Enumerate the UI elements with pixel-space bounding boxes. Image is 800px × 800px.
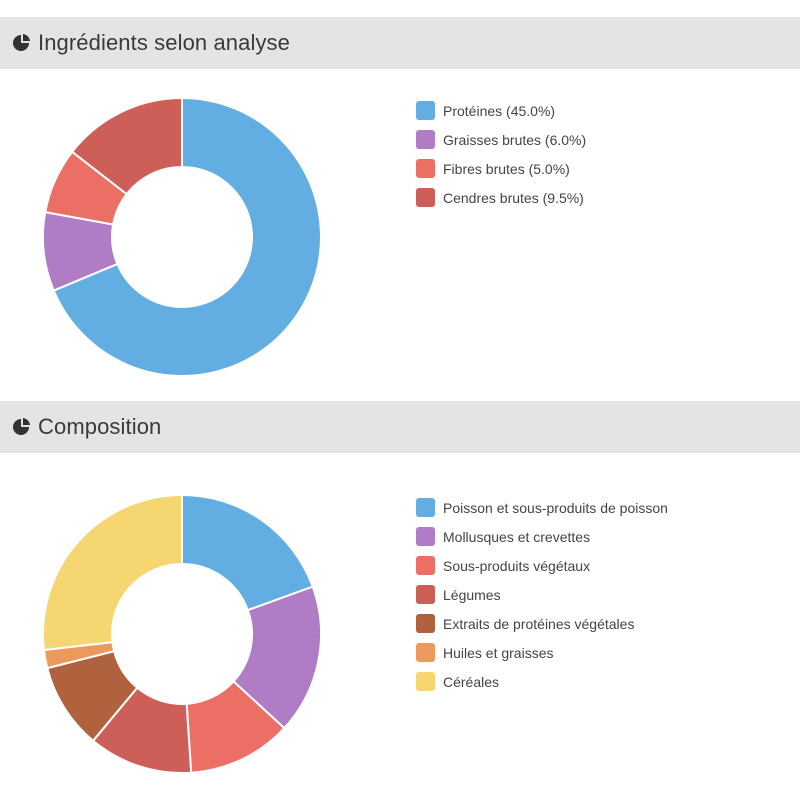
legend-swatch (416, 556, 435, 575)
legend-label: Fibres brutes (5.0%) (443, 160, 570, 177)
legend-label: Poisson et sous-produits de poisson (443, 499, 668, 516)
legend-swatch (416, 614, 435, 633)
legend-label: Huiles et graisses (443, 644, 554, 661)
legend-swatch (416, 498, 435, 517)
legend-swatch (416, 672, 435, 691)
composition-header: Composition (0, 401, 800, 453)
analysis-donut-chart (42, 97, 322, 377)
legend-item: Mollusques et crevettes (416, 522, 668, 551)
legend-item: Fibres brutes (5.0%) (416, 154, 586, 183)
legend-label: Extraits de protéines végétales (443, 615, 635, 632)
analysis-title: Ingrédients selon analyse (38, 30, 290, 55)
donut-slice-mollusques-et-crevettes (232, 585, 322, 730)
legend-label: Sous-produits végétaux (443, 557, 591, 574)
composition-section: Composition Poisson et sous-produits de … (0, 401, 800, 800)
legend-item: Légumes (416, 580, 668, 609)
legend-item: Céréales (416, 667, 668, 696)
composition-donut-chart (42, 494, 322, 774)
legend-label: Protéines (45.0%) (443, 102, 556, 119)
composition-title: Composition (38, 414, 162, 439)
legend-label: Légumes (443, 586, 501, 603)
legend-item: Cendres brutes (9.5%) (416, 183, 586, 212)
composition-legend: Poisson et sous-produits de poisson Mollu… (416, 493, 668, 696)
legend-label: Cendres brutes (9.5%) (443, 189, 584, 206)
analysis-header: Ingrédients selon analyse (0, 17, 800, 69)
legend-item: Graisses brutes (6.0%) (416, 125, 586, 154)
analysis-legend: Protéines (45.0%) Graisses brutes (6.0%) F… (416, 96, 586, 212)
legend-item: Huiles et graisses (416, 638, 668, 667)
legend-item: Poisson et sous-produits de poisson (416, 493, 668, 522)
legend-swatch (416, 130, 435, 149)
legend-swatch (416, 159, 435, 178)
legend-swatch (416, 585, 435, 604)
legend-label: Graisses brutes (6.0%) (443, 131, 587, 148)
donut-slice-proteines-45-0 (52, 97, 322, 377)
donut-slice-cereales (42, 494, 183, 652)
legend-label: Mollusques et crevettes (443, 528, 591, 545)
donut-slice-cendres-brutes-9-5 (71, 97, 183, 196)
pie-chart-icon (13, 418, 30, 435)
analysis-section: Ingrédients selon analyse Protéines (45.… (0, 17, 800, 400)
legend-label: Céréales (443, 673, 500, 690)
pie-chart-icon (13, 34, 30, 51)
legend-item: Sous-produits végétaux (416, 551, 668, 580)
legend-swatch (416, 527, 435, 546)
legend-item: Extraits de protéines végétales (416, 609, 668, 638)
donut-slice-poisson-et-sous-produits-de-poisson (181, 494, 314, 612)
legend-item: Protéines (45.0%) (416, 96, 586, 125)
legend-swatch (416, 188, 435, 207)
legend-swatch (416, 643, 435, 662)
legend-swatch (416, 101, 435, 120)
